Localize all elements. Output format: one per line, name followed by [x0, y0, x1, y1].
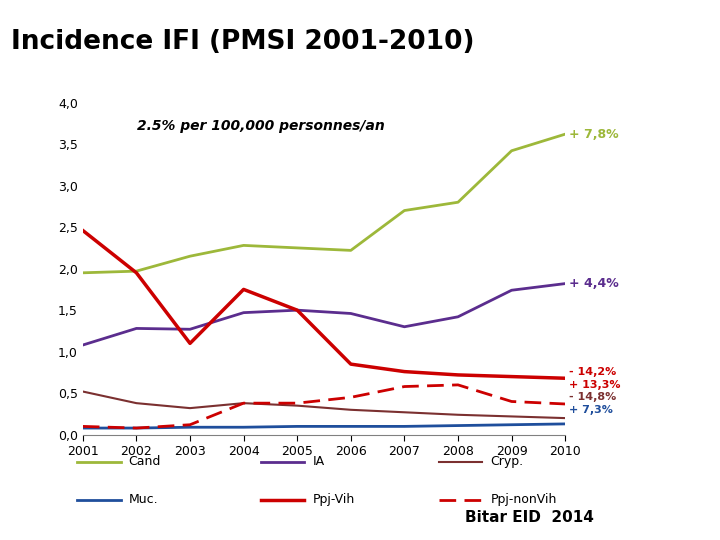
- Text: Incidence IFI (PMSI 2001-2010): Incidence IFI (PMSI 2001-2010): [11, 29, 474, 55]
- Text: + 7,3%: + 7,3%: [569, 405, 613, 415]
- Text: Muc.: Muc.: [129, 493, 158, 506]
- Text: Bitar EID  2014: Bitar EID 2014: [465, 510, 593, 524]
- Text: + 7,8%: + 7,8%: [569, 127, 618, 140]
- Text: Cand: Cand: [129, 455, 161, 468]
- Text: Ppj-Vih: Ppj-Vih: [312, 493, 354, 506]
- Text: Ppj-nonVih: Ppj-nonVih: [490, 493, 557, 506]
- Text: - 14,2%: - 14,2%: [569, 367, 616, 377]
- Text: + 13,3%: + 13,3%: [569, 380, 621, 390]
- Text: + 4,4%: + 4,4%: [569, 277, 618, 290]
- Text: IA: IA: [312, 455, 325, 468]
- Text: - 14,8%: - 14,8%: [569, 393, 616, 402]
- Text: Cryp.: Cryp.: [490, 455, 523, 468]
- Text: 2.5% per 100,000 personnes/an: 2.5% per 100,000 personnes/an: [138, 119, 385, 133]
